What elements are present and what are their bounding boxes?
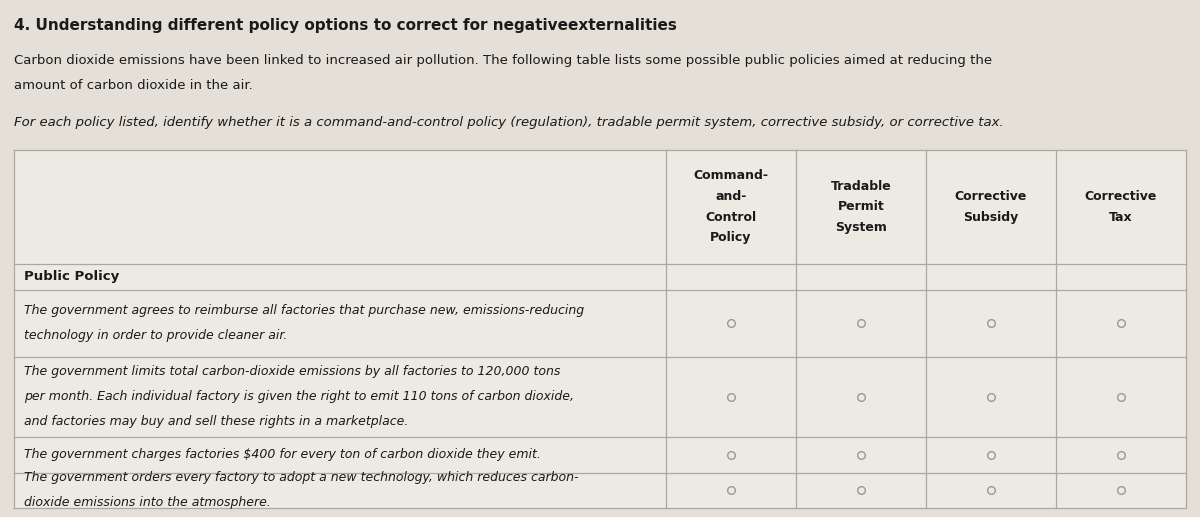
Text: The government orders every factory to adopt a new technology, which reduces car: The government orders every factory to a… — [24, 472, 578, 484]
Text: amount of carbon dioxide in the air.: amount of carbon dioxide in the air. — [14, 79, 253, 92]
Text: technology in order to provide cleaner air.: technology in order to provide cleaner a… — [24, 329, 287, 342]
Text: For each policy listed, identify whether it is a command-and-control policy (reg: For each policy listed, identify whether… — [14, 116, 1004, 129]
Text: per month. Each individual factory is given the right to emit 110 tons of carbon: per month. Each individual factory is gi… — [24, 390, 574, 403]
Text: Command-: Command- — [694, 169, 768, 183]
Bar — [14, 150, 1186, 508]
Text: Permit: Permit — [838, 200, 884, 214]
Text: dioxide emissions into the atmosphere.: dioxide emissions into the atmosphere. — [24, 496, 271, 509]
Text: 4. Understanding different policy options to correct for negativeexternalities: 4. Understanding different policy option… — [14, 18, 677, 33]
Text: The government agrees to reimburse all factories that purchase new, emissions-re: The government agrees to reimburse all f… — [24, 304, 584, 317]
Text: Policy: Policy — [710, 231, 751, 245]
Text: Public Policy: Public Policy — [24, 270, 119, 283]
Text: and factories may buy and sell these rights in a marketplace.: and factories may buy and sell these rig… — [24, 415, 408, 428]
Text: Carbon dioxide emissions have been linked to increased air pollution. The follow: Carbon dioxide emissions have been linke… — [14, 54, 992, 67]
Text: Control: Control — [706, 210, 756, 224]
Text: Corrective: Corrective — [954, 190, 1027, 203]
Text: The government limits total carbon-dioxide emissions by all factories to 120,000: The government limits total carbon-dioxi… — [24, 366, 560, 378]
Text: Tax: Tax — [1109, 210, 1133, 224]
Text: Subsidy: Subsidy — [964, 210, 1019, 224]
Text: The government charges factories $400 for every ton of carbon dioxide they emit.: The government charges factories $400 fo… — [24, 448, 541, 462]
Text: Tradable: Tradable — [830, 179, 892, 193]
Text: System: System — [835, 221, 887, 234]
Text: Corrective: Corrective — [1085, 190, 1157, 203]
Text: and-: and- — [715, 190, 746, 203]
